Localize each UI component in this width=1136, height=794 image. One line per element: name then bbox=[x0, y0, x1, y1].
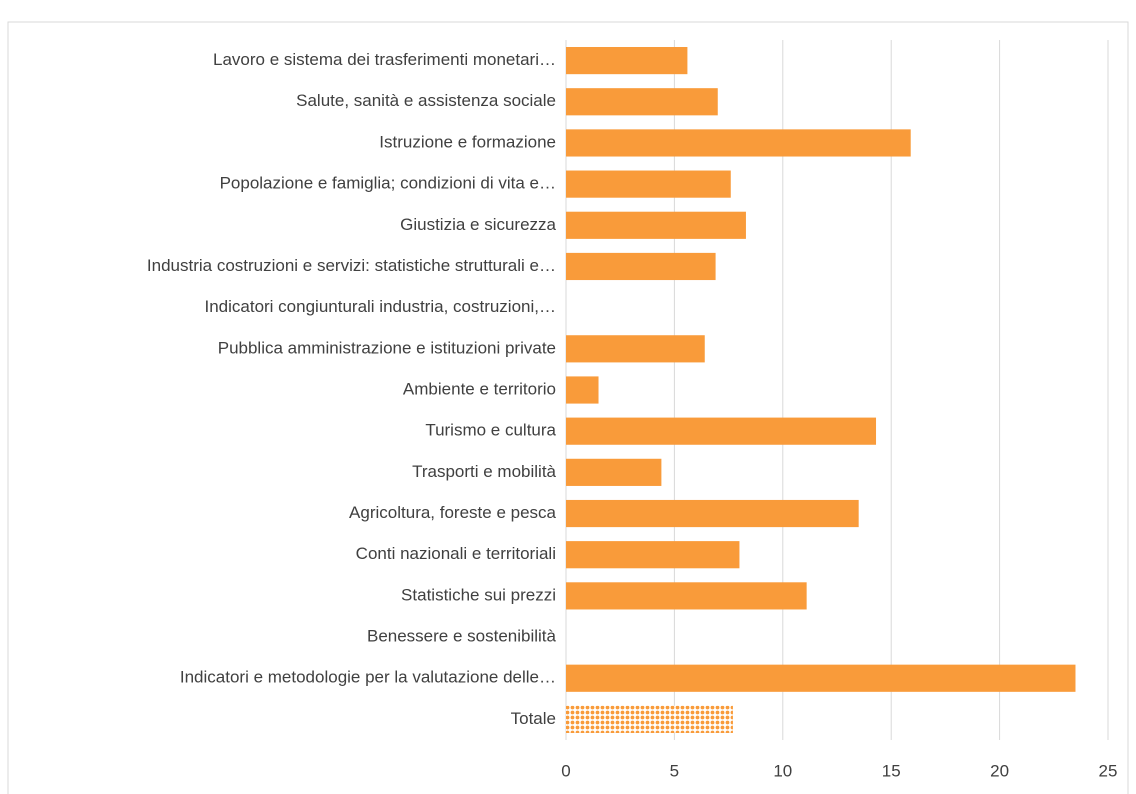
y-tick-label: Lavoro e sistema dei trasferimenti monet… bbox=[213, 50, 556, 69]
bar bbox=[566, 705, 733, 733]
x-tick-label: 0 bbox=[561, 761, 570, 780]
x-tick-label: 20 bbox=[990, 761, 1009, 780]
bar bbox=[566, 88, 718, 116]
bar bbox=[566, 211, 746, 239]
y-tick-label: Pubblica amministrazione e istituzioni p… bbox=[218, 338, 556, 357]
bar bbox=[566, 499, 859, 528]
y-tick-label: Benessere e sostenibilità bbox=[367, 627, 557, 646]
bar bbox=[566, 541, 740, 569]
bar bbox=[566, 47, 688, 75]
chart-frame bbox=[7, 21, 1129, 794]
x-tick-label: 10 bbox=[773, 761, 792, 780]
x-tick-label: 5 bbox=[670, 761, 679, 780]
x-tick-label: 25 bbox=[1099, 761, 1118, 780]
y-tick-label: Istruzione e formazione bbox=[379, 132, 556, 151]
bar bbox=[566, 252, 716, 281]
bar bbox=[566, 458, 662, 486]
x-tick-label: 15 bbox=[882, 761, 901, 780]
y-tick-label: Indicatori e metodologie per la valutazi… bbox=[180, 668, 556, 687]
bar bbox=[566, 376, 599, 404]
bar bbox=[566, 582, 807, 610]
y-tick-label: Indicatori congiunturali industria, cost… bbox=[204, 297, 556, 316]
y-tick-label: Agricoltura, foreste e pesca bbox=[349, 503, 556, 522]
bar bbox=[566, 170, 731, 198]
y-tick-label: Salute, sanità e assistenza sociale bbox=[296, 91, 556, 110]
y-tick-label: Totale bbox=[511, 709, 556, 728]
y-tick-label: Industria costruzioni e servizi: statist… bbox=[147, 256, 556, 275]
y-tick-label: Ambiente e territorio bbox=[403, 379, 556, 398]
bar bbox=[566, 129, 911, 157]
y-tick-label: Conti nazionali e territoriali bbox=[356, 544, 556, 563]
y-tick-label: Statistiche sui prezzi bbox=[401, 585, 556, 604]
y-tick-label: Popolazione e famiglia; condizioni di vi… bbox=[220, 174, 556, 193]
y-tick-label: Trasporti e mobilità bbox=[412, 462, 556, 481]
bar bbox=[566, 335, 705, 363]
y-tick-label: Giustizia e sicurezza bbox=[400, 215, 556, 234]
bar bbox=[566, 417, 877, 445]
bar bbox=[566, 664, 1076, 692]
y-tick-label: Turismo e cultura bbox=[425, 421, 556, 440]
